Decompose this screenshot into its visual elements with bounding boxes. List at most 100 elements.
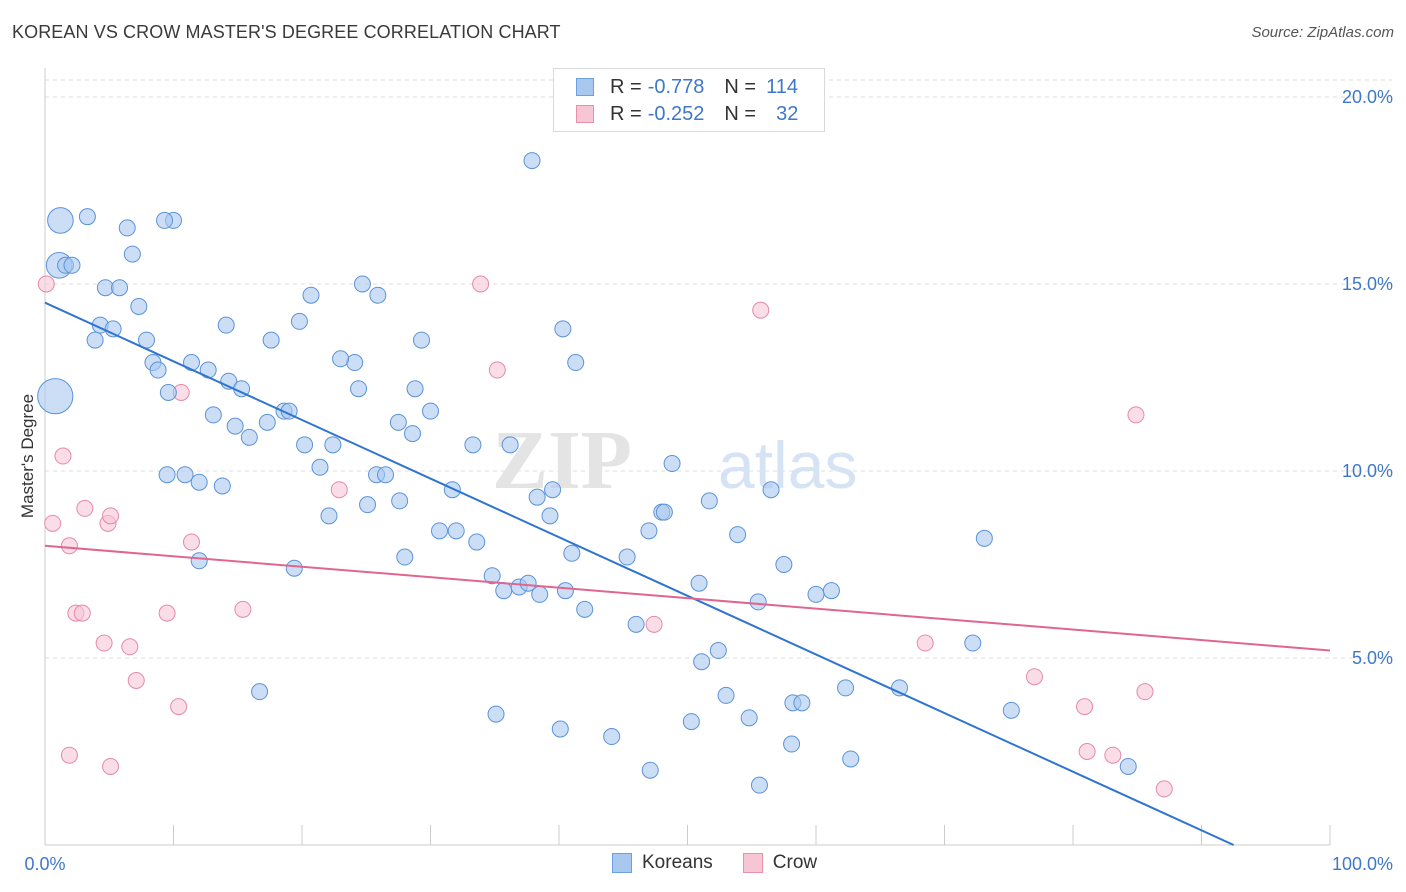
x-tick-label: 100.0% xyxy=(1332,854,1393,874)
crow-point xyxy=(182,533,200,551)
koreans-point xyxy=(603,728,621,746)
bottom-legend: Koreans Crow xyxy=(612,852,847,874)
koreans-point xyxy=(123,245,141,263)
koreans-point xyxy=(78,208,96,226)
koreans-point xyxy=(96,279,114,297)
crow-point xyxy=(54,447,72,465)
koreans-point xyxy=(158,466,176,484)
koreans-point xyxy=(149,361,167,379)
crow-point xyxy=(488,361,506,379)
koreans-point xyxy=(700,492,718,510)
koreans-point xyxy=(717,686,735,704)
koreans-point xyxy=(190,473,208,491)
koreans-point xyxy=(369,286,387,304)
crow-point xyxy=(234,600,252,618)
koreans-point xyxy=(377,466,395,484)
koreans-point xyxy=(226,417,244,435)
watermark-atlas: atlas xyxy=(718,428,857,502)
koreans-point xyxy=(285,559,303,577)
koreans-point xyxy=(86,331,104,349)
koreans-point xyxy=(406,380,424,398)
crow-point xyxy=(95,634,113,652)
crow-point xyxy=(44,514,62,532)
legend-row-crow: R = -0.252 N = 32 xyxy=(576,102,798,126)
koreans-point xyxy=(618,548,636,566)
koreans-point xyxy=(749,593,767,611)
crow-point xyxy=(121,638,139,656)
koreans-point xyxy=(320,507,338,525)
crow-point xyxy=(127,671,145,689)
koreans-point xyxy=(47,207,74,234)
legend-n-value: 114 xyxy=(766,75,798,98)
koreans-point xyxy=(430,522,448,540)
koreans-point xyxy=(750,776,768,794)
koreans-point xyxy=(324,436,342,454)
legend-item-koreans[interactable]: Koreans xyxy=(612,852,713,874)
crow-point xyxy=(1104,746,1122,764)
koreans-point xyxy=(396,548,414,566)
koreans-points xyxy=(37,152,1137,794)
koreans-point xyxy=(204,406,222,424)
koreans-point xyxy=(359,496,377,514)
koreans-point xyxy=(556,582,574,600)
koreans-point xyxy=(251,683,269,701)
koreans-point xyxy=(837,679,855,697)
koreans-point xyxy=(447,522,465,540)
koreans-point xyxy=(627,615,645,633)
koreans-point xyxy=(483,567,501,585)
koreans-point xyxy=(554,320,572,338)
koreans-point xyxy=(176,466,194,484)
koreans-legend-label: Koreans xyxy=(642,852,713,873)
koreans-point xyxy=(551,720,569,738)
koreans-point xyxy=(258,413,276,431)
legend-box: R = -0.778 N = 114 R = -0.252 N = 32 xyxy=(553,68,825,132)
koreans-point xyxy=(709,642,727,660)
koreans-point xyxy=(111,279,129,297)
crow-point xyxy=(102,757,120,775)
koreans-point xyxy=(655,503,673,521)
koreans-point xyxy=(487,705,505,723)
koreans-point xyxy=(740,709,758,727)
koreans-point xyxy=(729,526,747,544)
crow-point xyxy=(1076,698,1094,716)
koreans-point xyxy=(37,378,74,415)
axes xyxy=(44,68,1331,846)
legend-r-value: -0.778 xyxy=(647,75,705,98)
crow-legend-label: Crow xyxy=(772,852,818,873)
koreans-legend-swatch xyxy=(612,853,632,873)
chart-title: KOREAN VS CROW MASTER'S DEGREE CORRELATI… xyxy=(12,22,561,42)
crow-point xyxy=(37,275,55,293)
koreans-point xyxy=(1002,701,1020,719)
koreans-point xyxy=(640,522,658,540)
x-tick-label: 0.0% xyxy=(24,854,65,874)
y-tick-label: 5.0% xyxy=(1352,648,1393,668)
koreans-point xyxy=(118,219,136,237)
source-credit: Source: ZipAtlas.com xyxy=(1251,24,1394,41)
koreans-trend-line xyxy=(44,301,1235,846)
koreans-point xyxy=(389,413,407,431)
legend-item-crow[interactable]: Crow xyxy=(742,852,818,874)
koreans-point xyxy=(311,458,329,476)
y-tick-label: 20.0% xyxy=(1342,87,1393,107)
koreans-point xyxy=(793,694,811,712)
koreans-point xyxy=(501,436,519,454)
crow-point xyxy=(102,507,120,525)
crow-point xyxy=(1078,743,1096,760)
tick-labels: 5.0% 10.0% 15.0% 20.0% 0.0% 100.0% xyxy=(24,87,1393,874)
koreans-point xyxy=(762,481,780,499)
koreans-point xyxy=(563,544,581,562)
koreans-point xyxy=(807,585,825,603)
koreans-point xyxy=(213,477,231,495)
koreans-point xyxy=(495,582,513,600)
legend-r-label: R = xyxy=(610,75,642,98)
koreans-point xyxy=(290,312,308,330)
koreans-point xyxy=(262,331,280,349)
koreans-point xyxy=(296,436,314,454)
trend-lines xyxy=(44,301,1331,846)
koreans-point xyxy=(519,574,537,592)
koreans-point xyxy=(842,750,860,768)
koreans-point xyxy=(332,350,350,368)
gridlines xyxy=(45,79,1392,659)
crow-trend-line xyxy=(44,544,1331,652)
legend-n-value: 32 xyxy=(776,102,799,125)
